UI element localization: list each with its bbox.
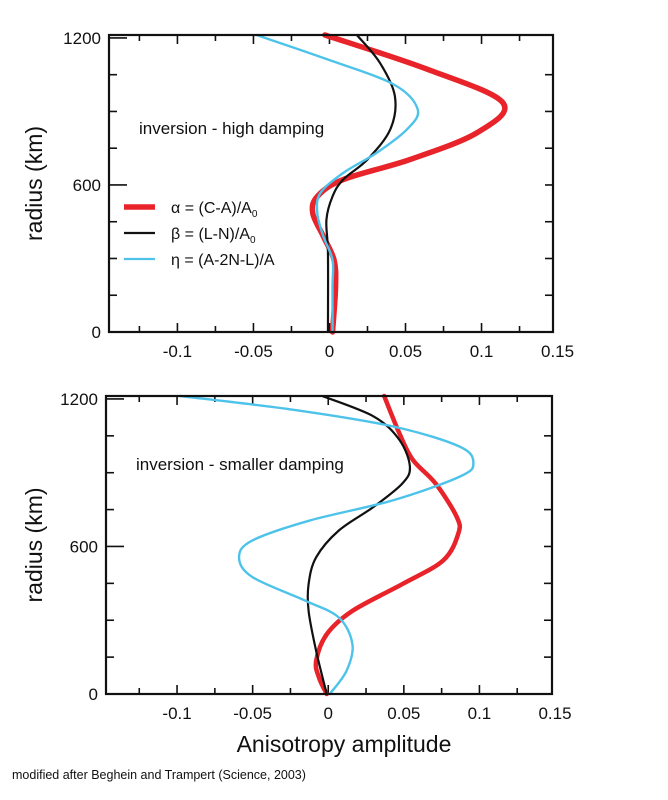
legend-label: α = (C-A)/A0	[171, 200, 258, 220]
x-tick-label: -0.1	[162, 704, 191, 723]
series-line-eta	[178, 394, 475, 696]
x-tick-label: 0.05	[387, 704, 420, 723]
legend-label-main: β = (L-N)/A	[171, 226, 250, 243]
x-axis-label: Anisotropy amplitude	[237, 731, 452, 757]
chart-panel-1: -0.1 -0.05 0 0.05 0.1 0.15 0 600 1200 radius (km)…	[21, 29, 574, 361]
series-line-beta	[306, 394, 412, 696]
y-tick-label: 1200	[60, 390, 98, 409]
y-axis-label: radius (km)	[21, 487, 47, 602]
plot-frame	[107, 33, 555, 334]
chart-panel-2: -0.1 -0.05 0 0.05 0.1 0.15 0 600 1200 radius (km)…	[21, 390, 572, 757]
x-tick-label: 0.1	[470, 342, 494, 361]
x-tick-label: 0.05	[389, 342, 422, 361]
y-tick-label: 1200	[63, 29, 101, 48]
legend-label-subscript: 0	[250, 235, 256, 246]
legend-label-main: η = (A-2N-L)/A	[171, 252, 275, 269]
y-tick-label: 0	[89, 685, 98, 704]
panel-annotation: inversion - high damping	[139, 119, 324, 138]
legend-label: β = (L-N)/A0	[171, 226, 256, 246]
y-tick-label: 600	[73, 176, 101, 195]
x-tick-label: -0.1	[163, 342, 192, 361]
panel-annotation: inversion - smaller damping	[136, 455, 344, 474]
series-line-alpha	[309, 32, 508, 335]
x-tick-label: 0.15	[538, 704, 571, 723]
series-line-beta	[325, 33, 397, 334]
x-tick-label: 0.1	[468, 704, 492, 723]
series-line-eta	[255, 33, 420, 334]
legend-label-subscript: 0	[252, 209, 258, 220]
y-tick-label: 600	[70, 537, 98, 556]
y-axis-label: radius (km)	[21, 126, 47, 241]
plot-frame	[104, 394, 554, 696]
x-tick-label: 0	[324, 704, 333, 723]
legend-label-main: α = (C-A)/A	[171, 200, 252, 217]
x-tick-label: -0.05	[233, 704, 272, 723]
x-tick-label: 0	[325, 342, 334, 361]
x-tick-label: -0.05	[234, 342, 273, 361]
source-caption: modified after Beghein and Trampert (Sci…	[12, 768, 306, 782]
x-tick-label: 0.15	[541, 342, 574, 361]
series-line-alpha	[313, 393, 463, 697]
legend-label: η = (A-2N-L)/A	[171, 252, 275, 269]
y-tick-label: 0	[92, 323, 101, 342]
